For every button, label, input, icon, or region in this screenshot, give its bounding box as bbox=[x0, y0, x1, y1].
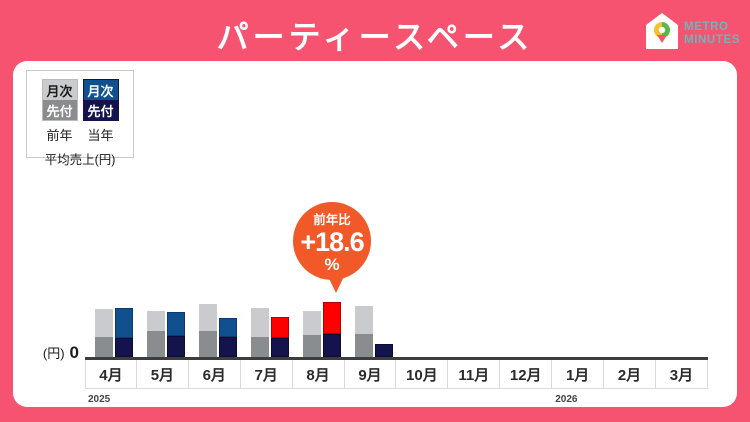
metro-minutes-logo: METRO MINUTES bbox=[645, 12, 740, 55]
legend-prev-year-column: 月次 先付 前年 bbox=[41, 79, 78, 144]
month-cell: 9月 bbox=[344, 360, 397, 389]
prev-year-bar bbox=[250, 308, 269, 357]
month-cell: 5月 bbox=[136, 360, 189, 389]
bar-segment-advance bbox=[95, 337, 113, 357]
bar-segment-monthly bbox=[218, 318, 237, 337]
bar-segment-monthly bbox=[354, 306, 373, 334]
month-cell: 2月 bbox=[604, 360, 656, 389]
year-marker: 2025 bbox=[88, 394, 111, 405]
bar-segment-monthly bbox=[146, 311, 165, 331]
prev-year-bar bbox=[302, 311, 321, 357]
bar-segment-monthly bbox=[250, 308, 269, 337]
logo-line1: METRO bbox=[684, 20, 729, 33]
yoy-callout-bubble: 前年比 +18.6 % bbox=[293, 202, 371, 280]
prev-year-bar bbox=[95, 309, 113, 357]
curr-year-bar bbox=[374, 344, 393, 357]
curr-year-bar bbox=[115, 308, 133, 357]
month-cell: 3月 bbox=[655, 360, 708, 389]
month-cell: 6月 bbox=[188, 360, 241, 389]
bar-segment-monthly bbox=[198, 304, 217, 331]
bar-segment-advance bbox=[354, 334, 373, 357]
legend-label-prev-year: 前年 bbox=[46, 128, 73, 143]
bar-segment-monthly bbox=[322, 302, 341, 334]
legend-swatch-prev-advance: 先付 bbox=[42, 100, 77, 120]
legend-swatch-curr-advance: 先付 bbox=[83, 100, 118, 120]
chart-card: 月次 先付 前年 月次 先付 当年 平均売上(円) (円) 0 4月 5月 6月 7月 8… bbox=[13, 61, 737, 407]
month-cell: 7月 bbox=[240, 360, 293, 389]
legend-swatch-prev-monthly: 月次 bbox=[42, 80, 77, 100]
month-cell: 11月 bbox=[448, 360, 501, 389]
bar-segment-advance bbox=[218, 337, 237, 357]
yoy-callout-value: +18.6 bbox=[300, 226, 364, 257]
curr-year-bar bbox=[322, 302, 341, 357]
bar-segment-advance bbox=[250, 337, 269, 357]
month-cell: 4月 bbox=[85, 360, 137, 389]
yoy-callout-unit: % bbox=[324, 255, 340, 275]
x-axis-line bbox=[85, 357, 708, 360]
bar-segment-monthly bbox=[302, 311, 321, 335]
legend-label-curr-year: 当年 bbox=[87, 128, 114, 143]
bar-segment-advance bbox=[374, 344, 393, 357]
bar-segment-monthly bbox=[95, 309, 113, 337]
curr-year-bar bbox=[166, 312, 185, 357]
bar-segment-monthly bbox=[115, 308, 133, 338]
bar-segment-advance bbox=[302, 335, 321, 357]
house-pin-icon bbox=[645, 12, 679, 55]
month-cell: 1月 bbox=[552, 360, 605, 389]
month-cell: 10月 bbox=[396, 360, 449, 389]
logo-line2: MINUTES bbox=[684, 33, 740, 46]
prev-year-bar bbox=[354, 306, 373, 357]
legend-curr-year-column: 月次 先付 当年 bbox=[82, 79, 119, 144]
bar-segment-monthly bbox=[166, 312, 185, 336]
legend-swatch-curr-monthly: 月次 bbox=[83, 80, 118, 100]
bar-segment-advance bbox=[322, 334, 341, 357]
bar-segment-advance bbox=[166, 336, 185, 357]
bar-segment-advance bbox=[146, 331, 165, 357]
legend: 月次 先付 前年 月次 先付 当年 平均売上(円) bbox=[26, 70, 134, 167]
y-axis-unit: (円) bbox=[42, 346, 65, 361]
year-marker: 2026 bbox=[555, 394, 578, 405]
month-cell: 12月 bbox=[500, 360, 553, 389]
yoy-callout: 前年比 +18.6 % bbox=[293, 202, 371, 293]
y-axis-zero-label: (円) 0 bbox=[19, 343, 79, 363]
month-cell: 8月 bbox=[292, 360, 345, 389]
prev-year-bar bbox=[146, 311, 165, 357]
yoy-callout-label: 前年比 bbox=[313, 212, 351, 227]
bar-segment-monthly bbox=[270, 317, 289, 338]
prev-year-bar bbox=[198, 304, 217, 357]
legend-caption: 平均売上(円) bbox=[44, 153, 116, 167]
page-title: パーティースペース bbox=[216, 19, 534, 55]
curr-year-bar bbox=[218, 318, 237, 357]
bar-segment-advance bbox=[270, 338, 289, 357]
logo-wordmark: METRO MINUTES bbox=[684, 21, 740, 47]
bar-segment-advance bbox=[115, 338, 133, 357]
curr-year-bar bbox=[270, 317, 289, 357]
month-axis-band: 4月 5月 6月 7月 8月 9月 10月 11月 12月 1月 2月 3月 bbox=[85, 360, 708, 389]
y-axis-zero: 0 bbox=[69, 343, 79, 362]
bar-segment-advance bbox=[198, 331, 217, 357]
